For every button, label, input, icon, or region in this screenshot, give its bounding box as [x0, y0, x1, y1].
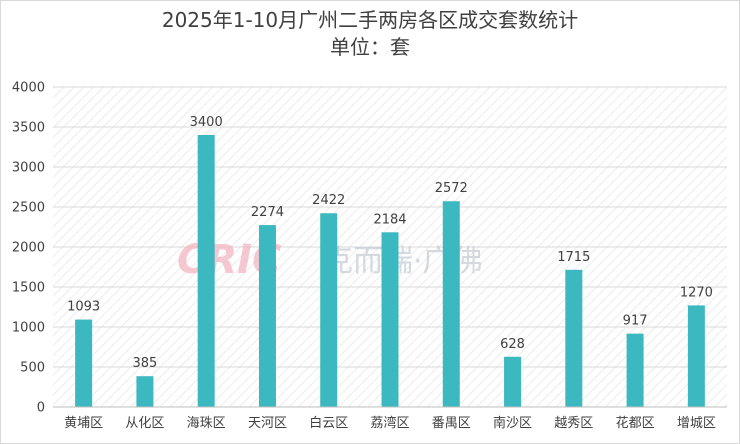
- bar: [504, 356, 522, 407]
- y-tick-label: 500: [20, 361, 45, 376]
- data-label: 2572: [435, 181, 468, 196]
- bar: [320, 213, 338, 407]
- bars: 1093 385 3400 2274 2422 2184 2572 628 1715 917 127…: [67, 115, 713, 407]
- bar: [565, 269, 583, 407]
- data-label: 1715: [557, 250, 590, 265]
- data-label: 1270: [680, 285, 713, 300]
- data-label: 2184: [373, 212, 406, 227]
- bar: [442, 201, 460, 407]
- x-tick-label: 番禺区: [432, 416, 471, 431]
- bar: [626, 333, 644, 407]
- x-tick-label: 白云区: [309, 415, 348, 431]
- bar: [136, 376, 154, 407]
- data-label: 2274: [251, 205, 284, 220]
- x-axis: 黄埔区 从化区 海珠区 天河区 白云区 荔湾区 番禺区 南沙区 越秀区 花都区 增城区: [53, 406, 727, 431]
- data-label: 628: [500, 337, 525, 352]
- x-tick-label: 从化区: [125, 416, 164, 431]
- x-tick-label: 花都区: [616, 415, 655, 431]
- data-label: 385: [132, 356, 157, 371]
- bar: [687, 305, 705, 407]
- y-axis: 0 500 1000 1500 2000 2500 3000 3500 4000: [12, 81, 45, 416]
- chart-titles: 2025年1-10月广州二手两房各区成交套数统计 单位：套: [1, 7, 739, 61]
- x-tick-label: 南沙区: [493, 415, 532, 431]
- x-tick-label: 黄埔区: [64, 416, 103, 431]
- y-tick-label: 2500: [12, 201, 45, 216]
- data-label: 917: [623, 314, 648, 329]
- y-tick-label: 1000: [12, 321, 45, 336]
- bar: [381, 232, 399, 407]
- bar: [197, 135, 215, 407]
- data-label: 1093: [67, 300, 100, 315]
- y-tick-label: 3500: [12, 121, 45, 136]
- x-tick-label: 荔湾区: [370, 415, 409, 431]
- y-tick-label: 3000: [12, 161, 45, 176]
- x-tick-label: 天河区: [248, 416, 287, 431]
- y-tick-label: 1500: [12, 281, 45, 296]
- y-tick-label: 2000: [12, 241, 45, 256]
- data-label: 2422: [312, 193, 345, 208]
- x-tick-label: 增城区: [677, 416, 716, 431]
- bar: [75, 319, 93, 407]
- y-tick-label: 4000: [12, 81, 45, 96]
- x-tick-label: 海珠区: [187, 416, 226, 431]
- data-label: 3400: [190, 115, 223, 130]
- chart-subtitle: 单位：套: [330, 35, 410, 59]
- bar: [258, 225, 276, 407]
- y-tick-label: 0: [37, 401, 45, 416]
- chart-title: 2025年1-10月广州二手两房各区成交套数统计: [161, 8, 579, 32]
- x-tick-label: 越秀区: [554, 416, 593, 431]
